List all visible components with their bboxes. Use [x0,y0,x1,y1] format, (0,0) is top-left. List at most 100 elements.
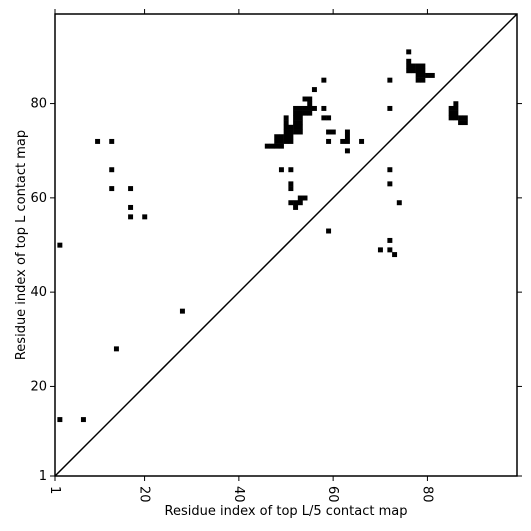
contact-cell [410,63,416,69]
diagonal-line [54,13,518,477]
contact-cell [387,181,393,187]
contact-cell [326,228,332,234]
contact-cell [293,129,299,135]
contact-cell [453,101,459,107]
contact-cell [321,105,327,111]
contact-cell [288,167,294,173]
contact-cell [109,138,115,144]
contact-cell [293,120,299,126]
contact-cell [420,63,426,69]
contact-cell [453,115,459,121]
contact-cell [278,143,284,149]
contact-cell [311,105,317,111]
axis-ticks: 1 20 40 60 80 1 20 40 60 80 [30,9,522,503]
contact-cell [302,110,308,116]
contact-cell [392,252,398,258]
contact-cell [288,186,294,192]
contact-cell [297,200,303,206]
contact-cell [297,124,303,130]
contact-cell [293,110,299,116]
contact-cell [307,96,313,102]
contact-cell [109,167,115,173]
y-tick-label: 40 [30,285,47,300]
contact-cell [293,124,299,130]
contact-cell [302,96,308,102]
contact-cell [293,200,299,206]
contact-cell [387,105,393,111]
contact-cell [288,181,294,187]
contact-cell [448,105,454,111]
y-tick-label: 60 [30,191,47,206]
contact-cell [340,138,346,144]
contact-cell [179,308,185,314]
contact-cell [57,242,63,248]
contact-cell [396,200,402,206]
contact-cell [278,134,284,140]
contact-cell [302,195,308,201]
contact-cell [80,417,86,423]
contact-cell [264,143,270,149]
contact-cell [420,68,426,74]
contact-cell [377,247,383,253]
contact-cell [326,115,332,121]
contact-cell [274,134,280,140]
contact-cell [448,110,454,116]
contact-cell [420,72,426,78]
contact-cell [387,247,393,253]
contact-cell [326,138,332,144]
contact-cell [307,101,313,107]
contact-cell [283,115,289,121]
contact-cell [453,105,459,111]
contact-cell [297,105,303,111]
contact-cell [406,49,412,55]
contact-cell [415,77,421,83]
contact-cell [415,72,421,78]
contact-cell [344,148,350,154]
contact-cell [297,110,303,116]
contact-cell [297,120,303,126]
contact-cell [128,186,134,192]
contact-cell [278,138,284,144]
contact-cell [283,138,289,144]
contact-cell [425,72,431,78]
contact-cell [311,87,317,93]
x-tick-label: 1 [47,486,62,494]
contact-cell [307,105,313,111]
x-tick-label: 80 [419,486,434,503]
contact-cell [448,115,454,121]
contact-cell [288,200,294,206]
contact-cell [283,120,289,126]
contact-cell [142,214,148,220]
contact-cell [293,105,299,111]
contact-cell [387,77,393,83]
contact-cell [302,105,308,111]
contact-cell [326,129,332,135]
x-tick-label: 60 [325,486,340,503]
contact-cell [293,115,299,121]
contact-cell [406,68,412,74]
contact-cell [297,129,303,135]
contact-cell [453,110,459,116]
contact-cell [297,115,303,121]
contact-cell [415,68,421,74]
contact-cell [128,214,134,220]
contact-cell [95,138,101,144]
contact-cell [429,72,435,78]
y-axis-label: Residue index of top L contact map [14,130,29,360]
contact-cell [321,115,327,121]
x-tick-label: 20 [137,486,152,503]
y-tick-label: 20 [30,379,47,394]
contact-cell [297,195,303,201]
contact-cell [359,138,365,144]
contact-cell [269,143,275,149]
contact-cell [462,120,468,126]
contact-cell [415,63,421,69]
contact-cell [344,134,350,140]
contact-cell [321,77,327,83]
contact-cell [330,129,336,135]
contact-cell [458,120,464,126]
contact-cell [410,68,416,74]
contact-cell [283,129,289,135]
contact-cell [278,167,284,173]
contact-cell [307,110,313,116]
